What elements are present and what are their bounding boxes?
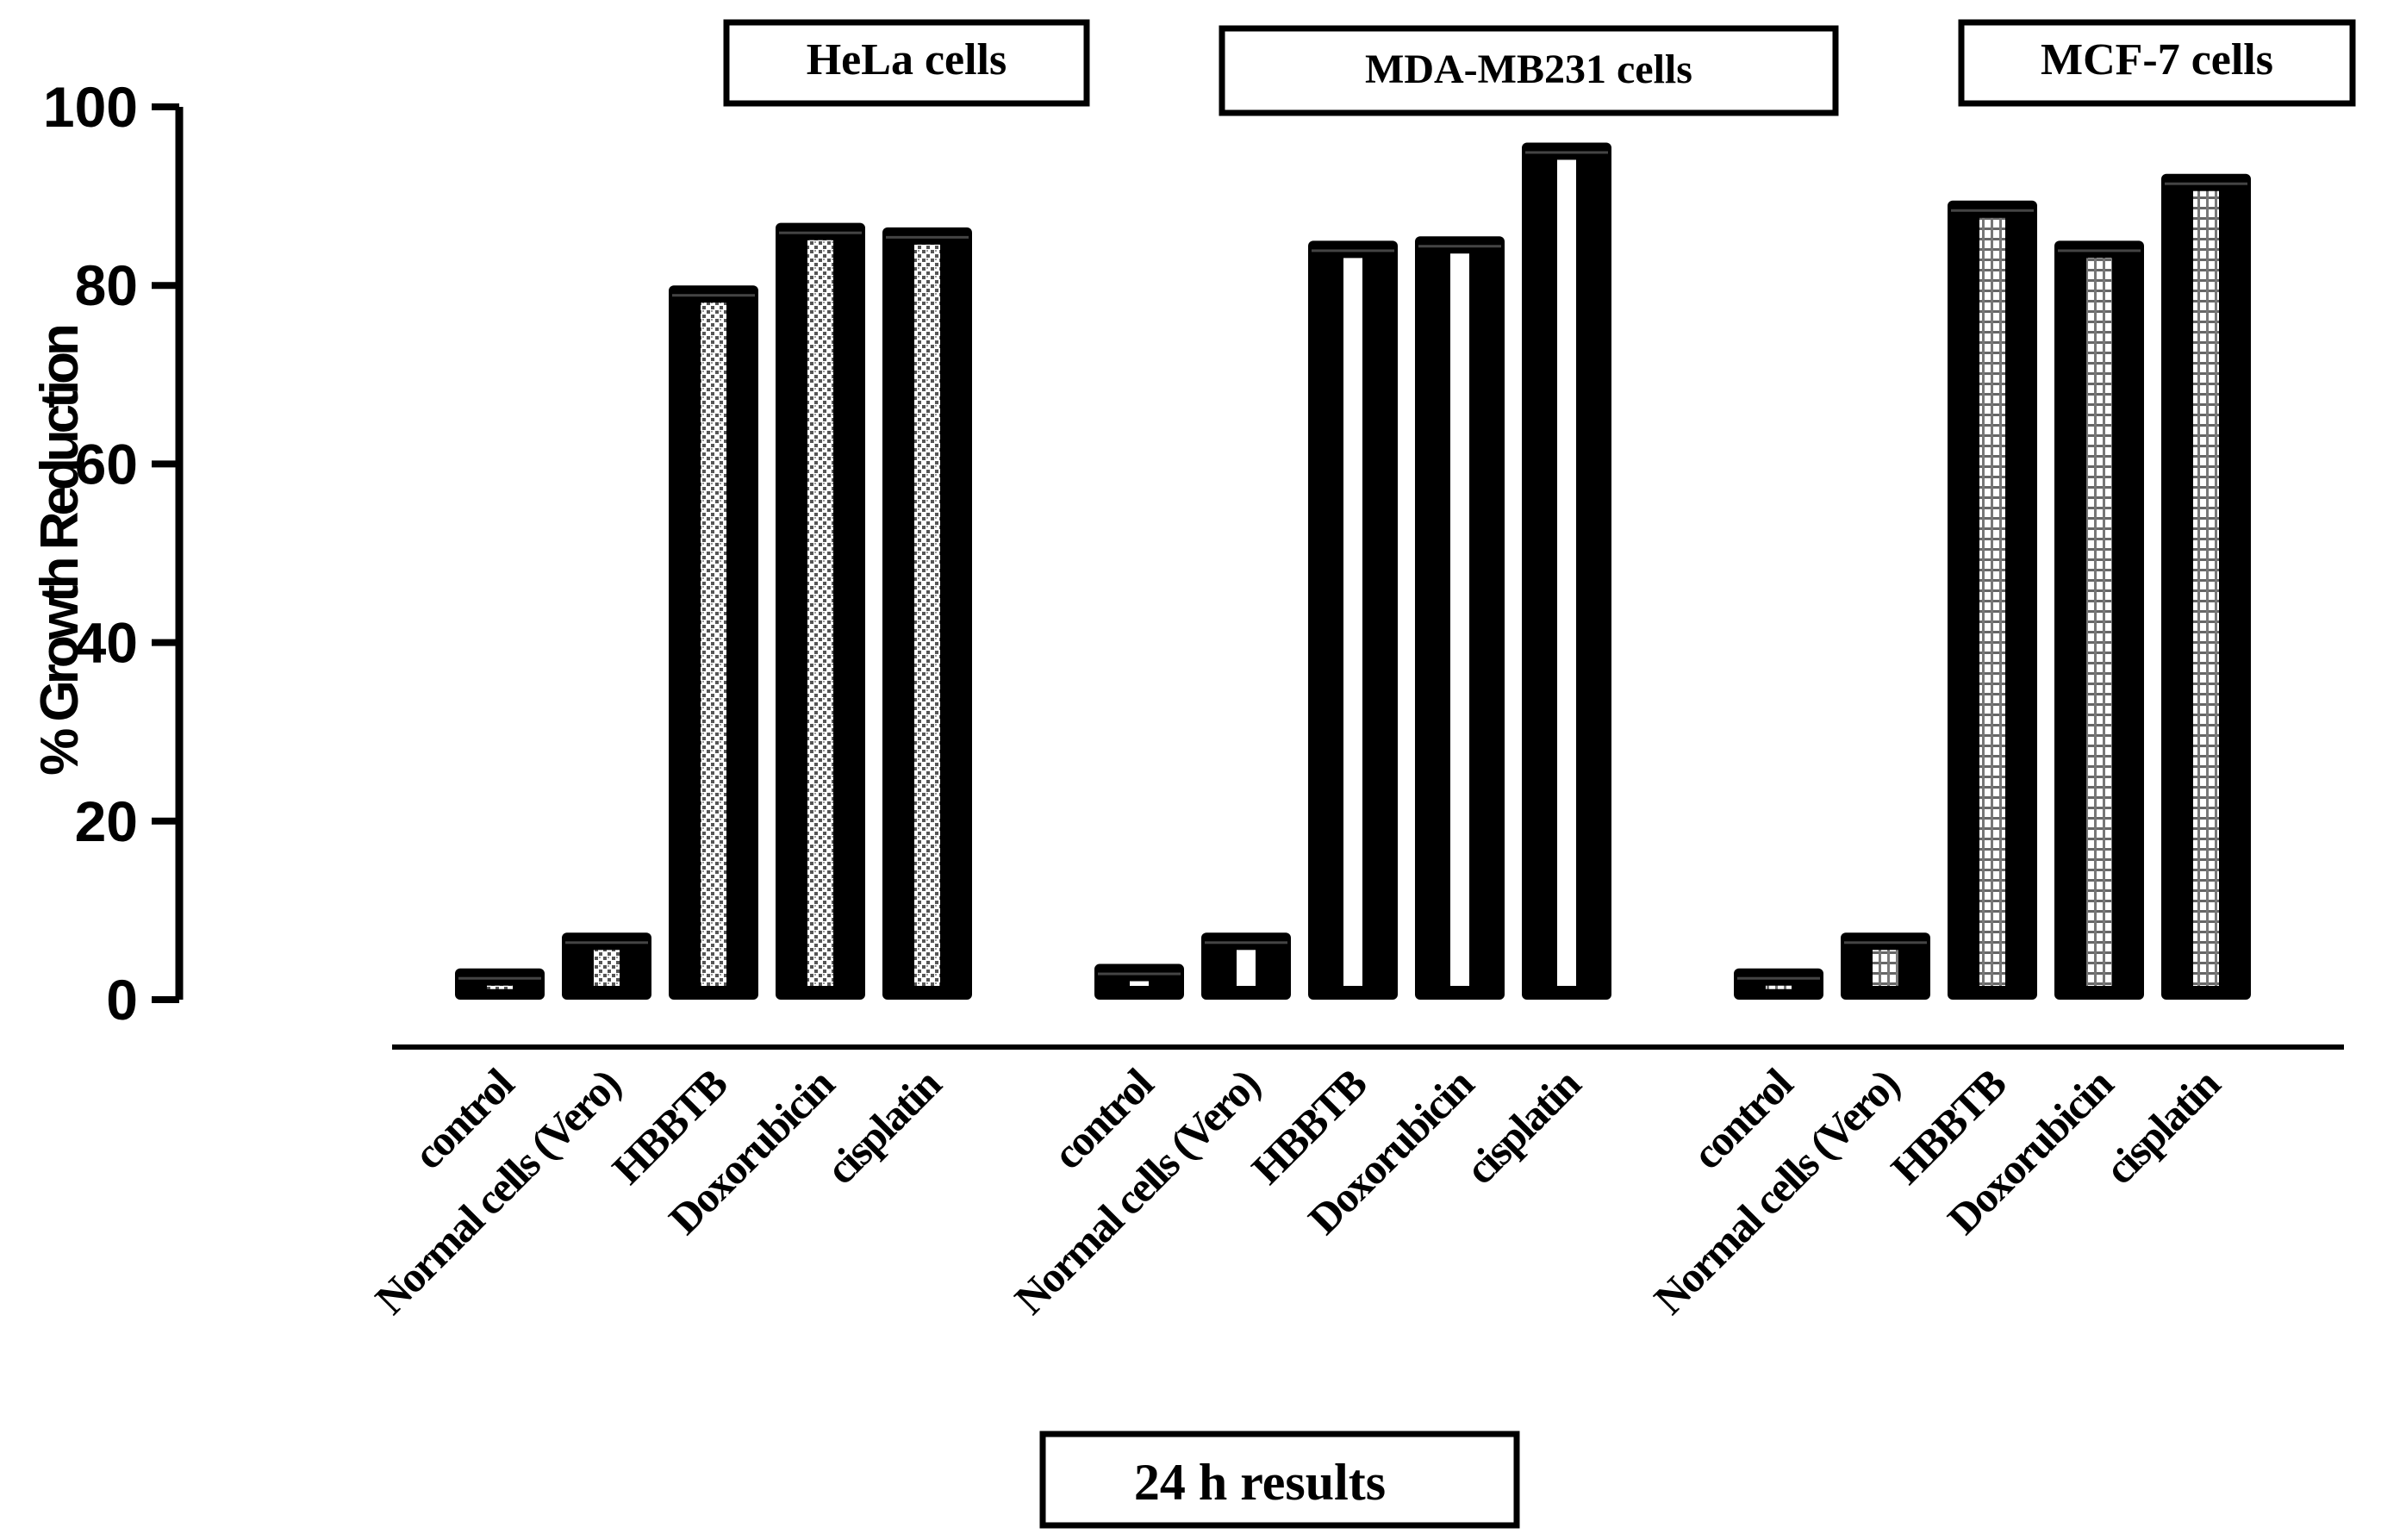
group-title-hela: HeLa cells [723,19,1090,107]
bar-cap [1844,941,1927,945]
bar-cap [2165,182,2247,185]
bar-fill [701,302,726,986]
bar-fill [1766,985,1792,989]
group-title-mcf: MCF-7 cells [1958,19,2356,107]
y-tick-label: 80 [75,253,138,317]
bar-fill [1450,253,1469,987]
bar [1734,968,1823,1000]
y-tick-label: 100 [43,75,138,139]
bar-fill [1343,258,1362,986]
x-tick-label: cisplatin [2095,1059,2229,1194]
y-tick-label: 20 [75,789,138,853]
y-ticks: 0 20 40 60 80 100 [43,75,179,1032]
bar-cap [886,235,969,239]
bar-cap [1525,151,1608,154]
bar-cap [672,294,755,297]
bar-fill [1237,950,1256,986]
bar-fill [914,244,940,986]
bar-cap [1098,972,1181,976]
y-tick-label: 0 [106,968,138,1032]
y-axis-title: % Growth Reduction [30,326,90,776]
bar-cap [1737,976,1820,980]
bar-fill [594,950,620,986]
bar-cap [1951,209,2034,212]
bars [455,142,2251,1001]
bar-cap [1312,249,1394,253]
group-title-hela-text: HeLa cells [807,35,1007,84]
bar-cap [458,976,541,980]
bar-fill [1130,981,1149,986]
bar-fill [2193,190,2219,986]
chart-title-box: 24 h results [1039,1431,1520,1529]
bar-cap [2058,249,2141,253]
bar-cap [1418,245,1501,248]
x-tick-label: cisplatin [1455,1059,1590,1194]
chart-title: 24 h results [1134,1454,1386,1511]
y-tick-label: 60 [75,432,138,496]
bar-fill [487,985,513,989]
group-title-mda-text: MDA-MB231 cells [1365,47,1692,92]
group-title-mda: MDA-MB231 cells [1219,25,1839,116]
bar-fill [1873,950,1898,986]
bar-fill [2086,258,2112,986]
group-title-mcf-text: MCF-7 cells [2041,35,2273,84]
y-tick-label: 40 [75,611,138,675]
bar-fill [1557,159,1576,986]
bar-cap [565,941,648,945]
bar-fill [807,240,833,986]
bar-fill [1979,217,2005,986]
bar [455,968,545,1000]
x-tick-label: cisplatin [816,1059,951,1194]
bar-cap [779,231,862,234]
bar-cap [1205,941,1287,945]
